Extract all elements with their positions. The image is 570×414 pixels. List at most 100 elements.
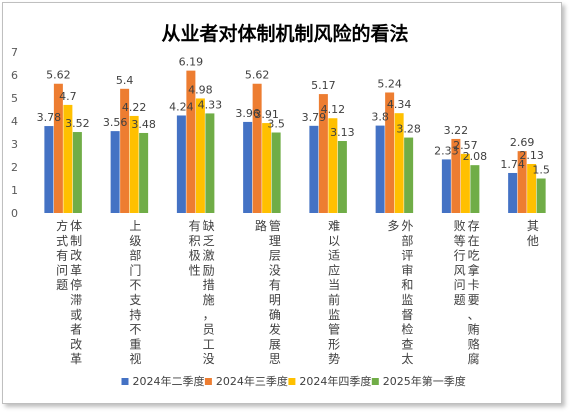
category-label-char: 多 xyxy=(387,219,399,233)
data-label: 4.22 xyxy=(122,101,147,114)
category-label-char: 式 xyxy=(56,234,68,248)
data-label: 5.62 xyxy=(46,69,71,82)
y-tick-label: 7 xyxy=(11,46,18,59)
category-label-char: 监 xyxy=(328,308,340,322)
category-label-char: 思 xyxy=(269,352,281,366)
category-label-char: 贿 xyxy=(468,323,480,337)
category-label-char: 没 xyxy=(269,262,281,277)
category-label-char: 题 xyxy=(454,293,466,307)
bar xyxy=(527,164,537,213)
category-label-char: 查 xyxy=(401,337,413,351)
y-axis: 0 1 2 3 4 5 6 7 xyxy=(11,46,18,220)
legend-item: 2025年第一季度 xyxy=(371,374,466,388)
category-label-char: 应 xyxy=(328,262,340,277)
data-label: 3.5 xyxy=(267,118,285,131)
category-label-char: 势 xyxy=(328,352,340,366)
legend-item: 2024年三季度 xyxy=(204,374,288,388)
bar xyxy=(53,83,63,214)
data-label: 5.4 xyxy=(116,74,134,87)
category-label-char: 持 xyxy=(129,307,141,322)
category-label-char: 改 xyxy=(70,249,82,263)
legend-label: 2024年二季度 xyxy=(133,374,205,388)
category-label-char: 乏 xyxy=(203,234,215,248)
bar xyxy=(139,132,149,213)
y-tick-label: 6 xyxy=(11,69,18,82)
category-label-char: 其 xyxy=(527,219,539,233)
category-label-char: 在 xyxy=(468,234,480,248)
category-label-char: 上 xyxy=(129,219,141,233)
bar xyxy=(110,131,120,213)
category-labels: 体制改革停滞或者改革方式有问题上级部门不支持不重视缺乏激励措施，员工没有积极性管… xyxy=(56,218,539,366)
category-label-char: 发 xyxy=(269,322,281,337)
category-label-char: 他 xyxy=(527,234,539,248)
category-label-char: 措 xyxy=(203,278,215,292)
bar xyxy=(252,83,262,214)
category-label-char: 管 xyxy=(328,322,340,337)
bar xyxy=(72,132,82,213)
category-label-char: 理 xyxy=(269,234,281,248)
category-label-char: 不 xyxy=(129,323,141,337)
category-label-char: 问 xyxy=(454,278,466,292)
category-label-char: 视 xyxy=(129,351,141,366)
category-label-char: 太 xyxy=(401,351,413,366)
category-label-char: 问 xyxy=(56,263,68,277)
bar xyxy=(186,70,196,213)
category-label-char: 革 xyxy=(70,263,82,277)
bar xyxy=(451,138,461,213)
bar xyxy=(470,165,480,213)
bar xyxy=(536,178,546,213)
category-label-char: ， xyxy=(203,308,215,322)
legend-item: 2024年二季度 xyxy=(121,374,205,388)
bar xyxy=(404,137,414,213)
bar xyxy=(517,151,527,213)
bar xyxy=(195,98,205,213)
category-label-char: 评 xyxy=(401,249,413,263)
category-label-char: 积 xyxy=(189,234,201,248)
category-label-char: 或 xyxy=(70,308,82,322)
data-label: 3.91 xyxy=(254,108,279,121)
category-label-char: 支 xyxy=(129,293,141,307)
category-label-char: 等 xyxy=(454,234,466,248)
bar xyxy=(120,88,130,213)
category-label-char: 吃 xyxy=(468,249,480,263)
data-label: 4.7 xyxy=(59,90,77,103)
bar xyxy=(271,132,281,213)
category-label-char: 励 xyxy=(203,263,215,277)
bar xyxy=(508,172,518,213)
data-label: 6.19 xyxy=(179,56,204,69)
bar xyxy=(205,113,215,213)
category-label-char: 难 xyxy=(328,219,340,233)
category-label-char: 工 xyxy=(203,337,215,351)
category-label-char: 门 xyxy=(129,262,141,277)
category-label-char: 当 xyxy=(328,278,340,292)
bar xyxy=(318,94,328,213)
bar xyxy=(441,159,451,213)
bar xyxy=(394,113,404,213)
y-tick-label: 5 xyxy=(11,92,18,105)
legend-swatch xyxy=(371,378,379,385)
data-label: 3.79 xyxy=(302,111,327,124)
category-label-char: 部 xyxy=(401,233,413,248)
category-label-char: 风 xyxy=(454,263,466,277)
category-label-char: 级 xyxy=(129,234,141,248)
data-label: 3.52 xyxy=(65,117,90,130)
category-label-char: 革 xyxy=(70,352,82,366)
category-label-char: 督 xyxy=(401,307,413,322)
category-label-char: 腐 xyxy=(468,351,480,366)
category-label-char: 适 xyxy=(328,249,340,263)
category-label-char: 制 xyxy=(70,234,82,248)
y-tick-label: 0 xyxy=(11,207,18,220)
data-label: 3.28 xyxy=(396,123,421,136)
category-label-char: 败 xyxy=(454,218,466,233)
category-label-char: 极 xyxy=(189,249,201,263)
data-label: 2.08 xyxy=(463,150,488,163)
category-label-char: 部 xyxy=(129,248,141,263)
legend: 2024年二季度 2024年三季度 2024年四季度 2025年第一季度 xyxy=(121,374,466,388)
legend-label: 2024年四季度 xyxy=(299,374,371,388)
